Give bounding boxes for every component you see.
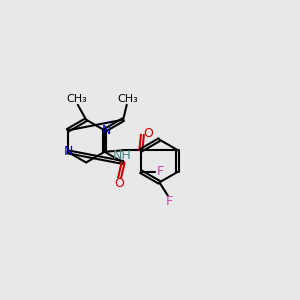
Text: O: O xyxy=(143,127,153,140)
Text: N: N xyxy=(64,145,73,158)
Text: NH: NH xyxy=(113,149,132,162)
Text: F: F xyxy=(166,195,173,208)
Text: N: N xyxy=(101,124,111,137)
Text: CH₃: CH₃ xyxy=(67,94,88,104)
Text: CH₃: CH₃ xyxy=(117,94,138,104)
Text: O: O xyxy=(114,177,124,190)
Text: F: F xyxy=(157,165,164,178)
